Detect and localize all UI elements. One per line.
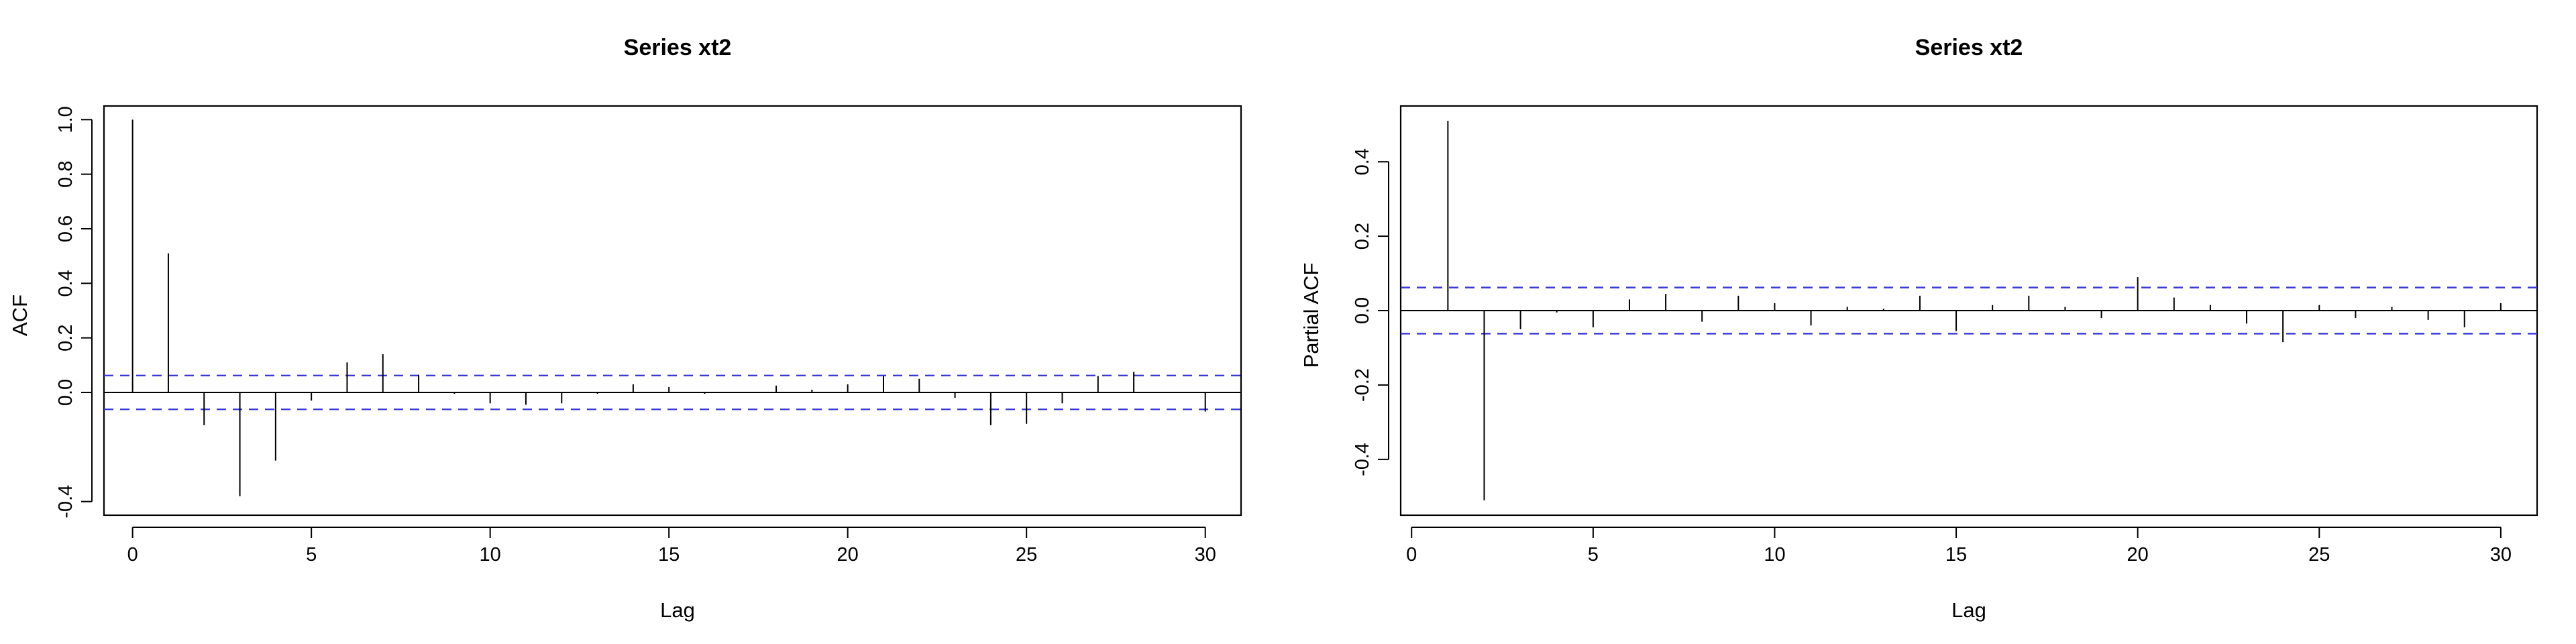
x-tick-label: 30 — [2490, 544, 2512, 566]
x-tick-label: 0 — [127, 544, 138, 566]
y-tick-label: 0.2 — [55, 325, 76, 352]
y-tick-label: 0.4 — [55, 270, 76, 297]
x-tick-label: 15 — [658, 544, 680, 566]
y-tick-label: 0.4 — [1352, 148, 1373, 175]
x-tick-label: 30 — [1195, 544, 1216, 566]
y-tick-label: 0.0 — [55, 379, 76, 406]
x-tick-label: 5 — [306, 544, 317, 566]
x-axis-label: Lag — [660, 598, 695, 622]
x-axis-label: Lag — [1951, 598, 1986, 622]
chart-title: Series xt2 — [1915, 35, 2023, 60]
acf-panel: Series xt2 Lag ACF 0 5 10 15 20 25 30 -0.4 0.0 0.… — [8, 35, 1242, 622]
x-tick-label: 25 — [1016, 544, 1037, 566]
x-tick-label: 20 — [2127, 544, 2149, 566]
y-tick-label: -0.4 — [55, 485, 76, 519]
x-tick-label: 20 — [837, 544, 859, 566]
x-tick-label: 10 — [480, 544, 501, 566]
x-tick-label: 5 — [1588, 544, 1599, 566]
y-axis-label: ACF — [8, 294, 32, 336]
plot-area: 0 5 10 15 20 25 30 -0.4 -0.2 0.0 0.2 0.4 — [1352, 105, 2538, 566]
y-tick-label: -0.2 — [1352, 368, 1373, 402]
y-tick-label: 0.2 — [1352, 223, 1373, 250]
y-tick-label: 0.0 — [1352, 297, 1373, 324]
x-tick-label: 25 — [2308, 544, 2330, 566]
x-tick-label: 0 — [1406, 544, 1417, 566]
y-tick-label: 0.8 — [55, 161, 76, 188]
y-tick-label: -0.4 — [1352, 443, 1373, 476]
x-tick-label: 15 — [1945, 544, 1967, 566]
y-axis-label: Partial ACF — [1299, 263, 1323, 368]
x-tick-label: 10 — [1764, 544, 1785, 566]
y-tick-label: 0.6 — [55, 215, 76, 242]
chart-title: Series xt2 — [624, 35, 732, 60]
plot-area: 0 5 10 15 20 25 30 -0.4 0.0 0.2 0.4 0.6 0.8 1.0 — [55, 105, 1242, 566]
plot-frame — [103, 105, 1242, 517]
pacf-panel: Series xt2 Lag Partial ACF 0 5 10 15 20 25 30 -… — [1299, 35, 2538, 622]
y-tick-label: 1.0 — [55, 106, 76, 133]
